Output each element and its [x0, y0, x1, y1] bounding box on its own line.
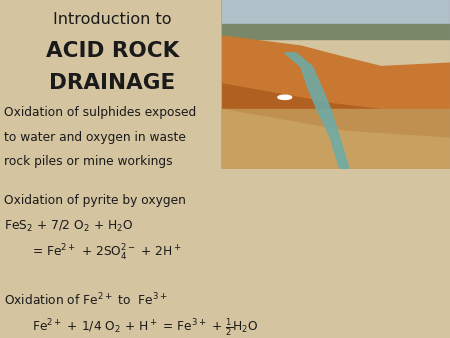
Text: Oxidation of sulphides exposed: Oxidation of sulphides exposed	[4, 106, 197, 119]
Text: DRAINAGE: DRAINAGE	[50, 73, 176, 93]
Polygon shape	[220, 109, 450, 169]
Bar	[220, 24, 450, 39]
Ellipse shape	[278, 95, 292, 99]
Polygon shape	[285, 53, 349, 169]
Text: Introduction to: Introduction to	[53, 12, 172, 27]
Bar	[220, 109, 450, 169]
Text: FeS$_2$ + 7/2 O$_2$ + H$_2$O: FeS$_2$ + 7/2 O$_2$ + H$_2$O	[4, 218, 134, 234]
Polygon shape	[220, 84, 450, 138]
Bar	[220, 0, 450, 29]
Text: to water and oxygen in waste: to water and oxygen in waste	[4, 131, 186, 144]
Text: Fe$^{2+}$ + 1/4 O$_2$ + H$^+$ = Fe$^{3+}$ + $\frac{1}{2}$H$_2$O: Fe$^{2+}$ + 1/4 O$_2$ + H$^+$ = Fe$^{3+}…	[32, 316, 258, 338]
Polygon shape	[220, 36, 450, 118]
Text: = Fe$^{2+}$ + 2SO$_4^{2-}$ + 2H$^+$: = Fe$^{2+}$ + 2SO$_4^{2-}$ + 2H$^+$	[32, 243, 182, 263]
Text: rock piles or mine workings: rock piles or mine workings	[4, 155, 173, 168]
Text: Oxidation of Fe$^{2+}$ to  Fe$^{3+}$: Oxidation of Fe$^{2+}$ to Fe$^{3+}$	[4, 291, 168, 308]
Text: Oxidation of pyrite by oxygen: Oxidation of pyrite by oxygen	[4, 194, 186, 207]
Text: ACID ROCK: ACID ROCK	[46, 41, 179, 61]
